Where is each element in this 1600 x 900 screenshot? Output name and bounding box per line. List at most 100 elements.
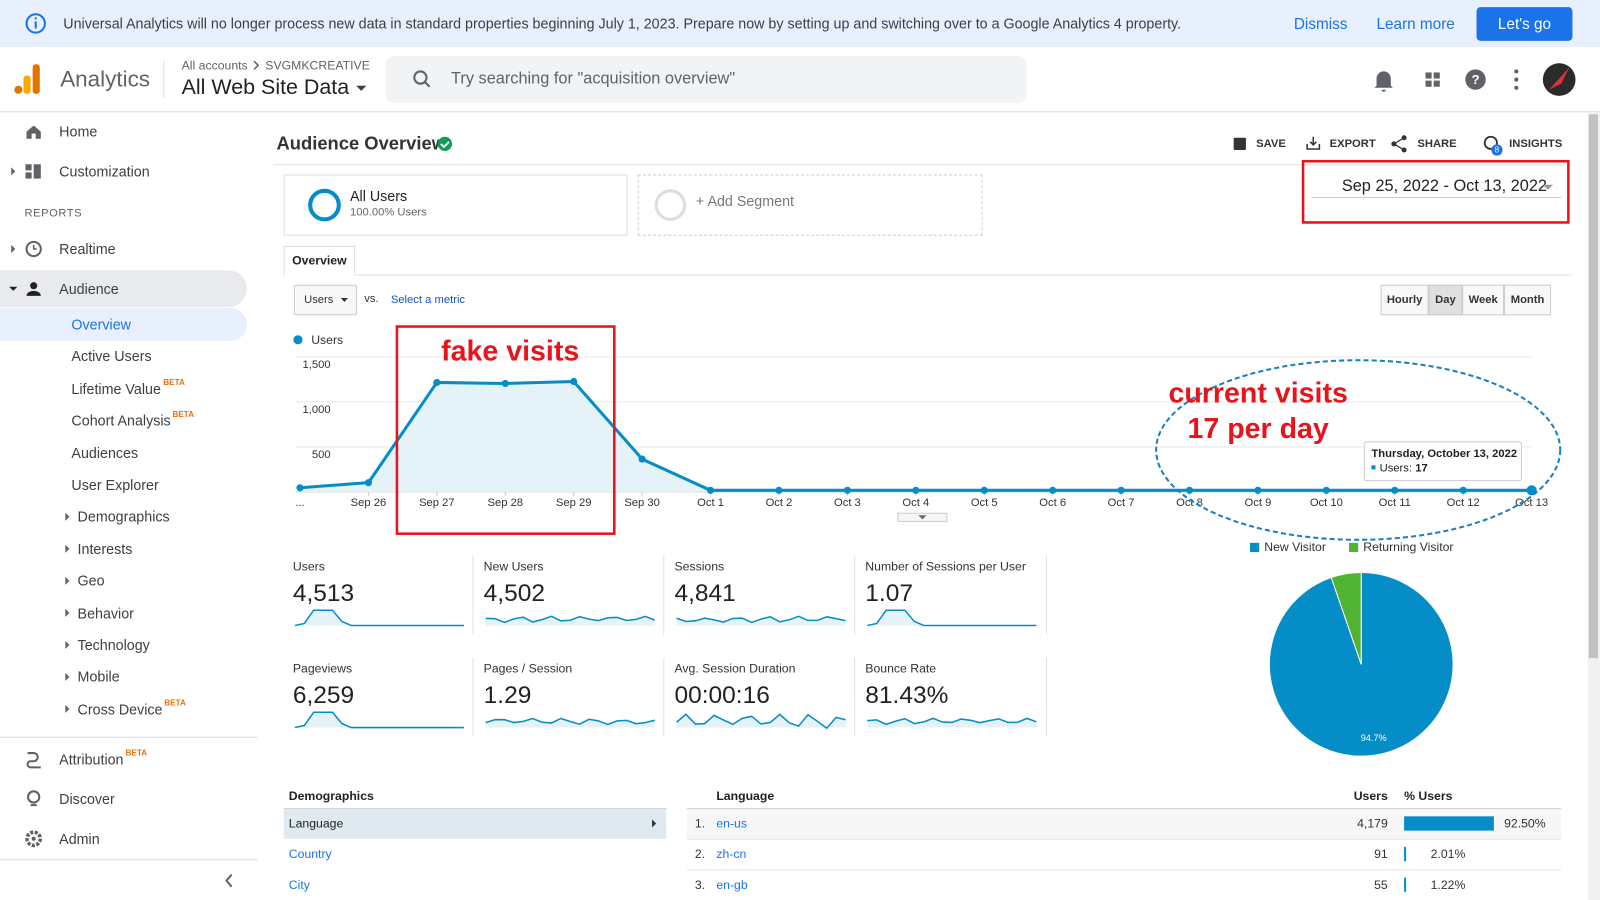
nav-item[interactable]: Overview: [71, 316, 131, 333]
overview-highlight: [0, 308, 247, 341]
nav-item[interactable]: Technology: [77, 636, 150, 654]
share-icon: [1401, 135, 1407, 141]
nav-item[interactable]: Audiences: [71, 444, 139, 461]
nav-item[interactable]: Demographics: [77, 508, 170, 525]
report-action[interactable]: INSIGHTS: [1509, 137, 1563, 151]
nav-item[interactable]: Customization: [59, 163, 150, 180]
nav-item[interactable]: Lifetime Value: [71, 380, 161, 397]
granularity-button[interactable]: [1428, 284, 1463, 316]
add-segment-card[interactable]: [637, 174, 983, 236]
legend-label: Users: [311, 333, 343, 347]
y-tick-label: 1,000: [303, 404, 331, 416]
row-share: 2.01%: [1430, 846, 1466, 862]
granularity-label: Month: [1510, 293, 1545, 307]
custom-icon: [33, 164, 41, 179]
nav-item[interactable]: Behavior: [77, 604, 134, 622]
report-action[interactable]: EXPORT: [1329, 137, 1376, 151]
scorecard-value: 6,259: [292, 681, 355, 710]
sparkline: [485, 717, 655, 726]
share-icon-lines: [1393, 137, 1405, 151]
row-language[interactable]: en-gb: [716, 877, 748, 892]
row-language[interactable]: zh-cn: [716, 846, 747, 862]
demographics-title: Demographics: [288, 788, 374, 804]
header-divider: [163, 61, 165, 98]
custom-icon: [25, 172, 32, 179]
nav-item[interactable]: Geo: [77, 572, 105, 589]
scorecard-value: 4,502: [483, 579, 545, 608]
tab-line: [355, 274, 1572, 276]
data-point: [775, 486, 783, 494]
sparkline-area: [676, 616, 846, 626]
nav-item[interactable]: Interests: [77, 540, 133, 557]
x-tick-label: Sep 30: [624, 497, 660, 509]
row-language[interactable]: en-us: [716, 816, 747, 831]
x-tick-label: Oct 5: [971, 497, 998, 509]
tooltip-title: Thursday, October 13, 2022: [1371, 448, 1517, 460]
select-metric[interactable]: Select a metric: [390, 293, 466, 307]
export-icon: [1306, 136, 1321, 150]
nav-item[interactable]: Audience: [59, 280, 119, 297]
search-placeholder: Try searching for "acquisition overview": [451, 70, 736, 88]
nav-item[interactable]: Attribution: [59, 751, 124, 768]
data-point: [843, 486, 851, 494]
product-name: Analytics: [60, 66, 151, 92]
nav-item[interactable]: Cross Device: [77, 700, 163, 718]
dismiss-link[interactable]: Dismiss: [1293, 15, 1348, 34]
demographics-item[interactable]: Language: [288, 816, 344, 831]
account-name: SVGMKCREATIVE: [265, 58, 370, 73]
row-rank: 2.: [694, 846, 706, 862]
data-point: [501, 379, 509, 388]
segment-card[interactable]: [283, 174, 628, 236]
granularity-button[interactable]: [1462, 284, 1505, 316]
learn-more-link[interactable]: Learn more: [1376, 15, 1455, 34]
granularity-button[interactable]: [1504, 284, 1552, 316]
legend-swatch: [1348, 542, 1359, 553]
granularity-label: Hourly: [1386, 293, 1423, 307]
sparkline-area: [867, 718, 1037, 728]
nav-item[interactable]: Admin: [59, 830, 100, 847]
scorecard-value: 81.43%: [865, 681, 949, 710]
x-tick-label: Oct 13: [1515, 497, 1548, 509]
scorecard-value: 00:00:16: [674, 681, 770, 710]
report-action[interactable]: SHARE: [1417, 137, 1457, 151]
scorecard-label: Avg. Session Duration: [674, 661, 796, 676]
nav-item[interactable]: Mobile: [77, 668, 120, 686]
row-users: 4,179: [1357, 816, 1388, 831]
report-title: Audience Overview: [276, 133, 446, 154]
tab-label: Overview: [292, 253, 347, 268]
y-tick-label: 1,500: [303, 359, 331, 371]
nav-item[interactable]: Active Users: [71, 348, 152, 365]
pie-slice: [1330, 571, 1362, 665]
nav-item[interactable]: Discover: [59, 790, 115, 808]
nav-item[interactable]: Cohort Analysis: [71, 412, 171, 429]
x-tick-label: Oct 7: [1108, 497, 1135, 509]
x-tick-label: Oct 6: [1039, 497, 1066, 509]
share-icon: [1391, 141, 1397, 147]
report-action[interactable]: SAVE: [1256, 137, 1286, 151]
share-icon: [1401, 147, 1407, 153]
chart-expander-arrow: [918, 515, 927, 520]
overview-tab[interactable]: [283, 245, 356, 276]
share-bar: [1404, 816, 1494, 831]
row-users: 55: [1374, 877, 1388, 892]
nav-item[interactable]: User Explorer: [71, 476, 159, 493]
data-point: [1322, 486, 1330, 494]
expand-arrow: [65, 512, 70, 521]
nav-item[interactable]: Realtime: [59, 240, 116, 258]
granularity-button[interactable]: [1380, 284, 1429, 316]
expand-arrow: [65, 608, 70, 617]
legend-label: New Visitor: [1264, 540, 1326, 554]
row-users: 91: [1374, 846, 1388, 862]
row-share: 1.22%: [1430, 877, 1466, 892]
demographics-item[interactable]: City: [288, 877, 310, 892]
nav-item[interactable]: Home: [59, 123, 98, 140]
scorecard-divider: [472, 658, 474, 737]
view-selector[interactable]: All Web Site Data: [181, 75, 350, 99]
lets-go-button[interactable]: [1476, 7, 1573, 41]
demographics-item[interactable]: Country: [288, 846, 332, 862]
search-box[interactable]: [385, 56, 1027, 104]
date-range[interactable]: Sep 25, 2022 - Oct 13, 2022: [1341, 177, 1547, 195]
chart-expander: [897, 512, 948, 522]
